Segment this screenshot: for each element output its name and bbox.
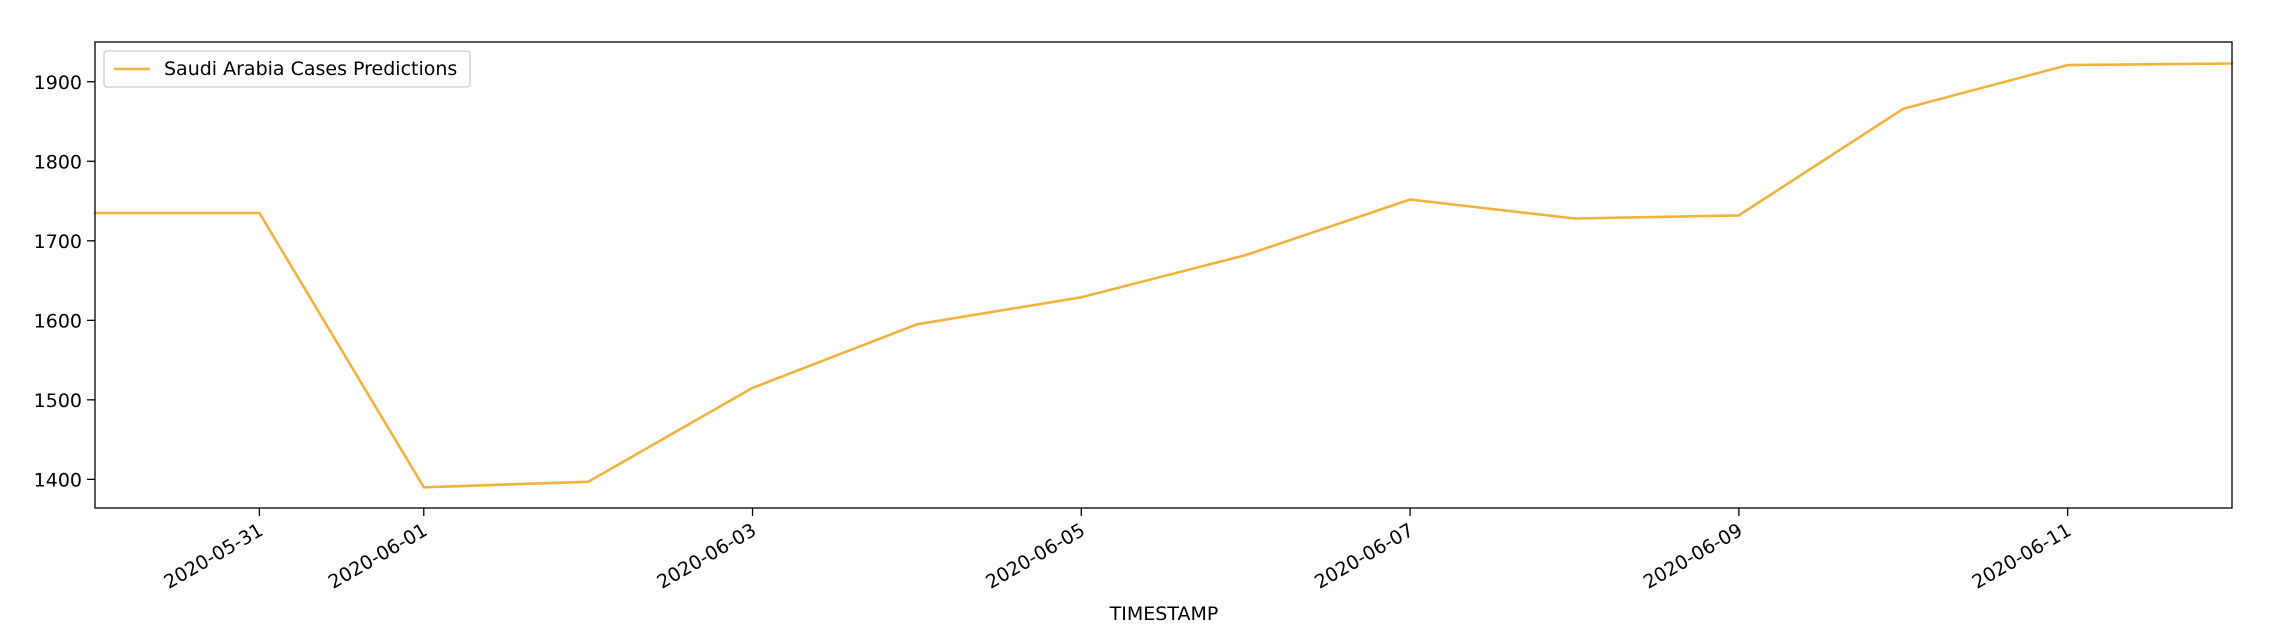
x-tick-label: 2020-06-11 xyxy=(1968,519,2075,593)
x-axis: 2020-05-31 2020-06-01 2020-06-03 2020-06-05… xyxy=(160,508,2075,594)
y-tick-label: 1700 xyxy=(34,231,82,253)
x-tick-label: 2020-06-09 xyxy=(1640,519,1747,593)
legend-box xyxy=(103,50,471,88)
y-tick-label: 1600 xyxy=(34,310,82,332)
y-axis: 1400 1500 1600 1700 1800 1900 xyxy=(34,72,95,491)
x-axis-label: TIMESTAMP xyxy=(1109,603,1219,625)
y-tick-label: 1400 xyxy=(34,469,82,491)
x-tick-label: 2020-06-05 xyxy=(982,519,1089,593)
x-tick-label: 2020-06-01 xyxy=(325,519,432,593)
legend: Saudi Arabia Cases Predictions xyxy=(103,50,471,88)
plot-frame xyxy=(94,41,2233,509)
legend-label: Saudi Arabia Cases Predictions xyxy=(164,58,457,80)
x-tick-label: 2020-06-07 xyxy=(1311,519,1418,593)
x-tick-label: 2020-05-31 xyxy=(160,519,267,593)
y-tick-label: 1500 xyxy=(34,390,82,412)
y-tick-label: 1900 xyxy=(34,72,82,94)
x-tick-label: 2020-06-03 xyxy=(653,519,760,593)
y-tick-label: 1800 xyxy=(34,151,82,173)
series-line xyxy=(93,62,2234,489)
